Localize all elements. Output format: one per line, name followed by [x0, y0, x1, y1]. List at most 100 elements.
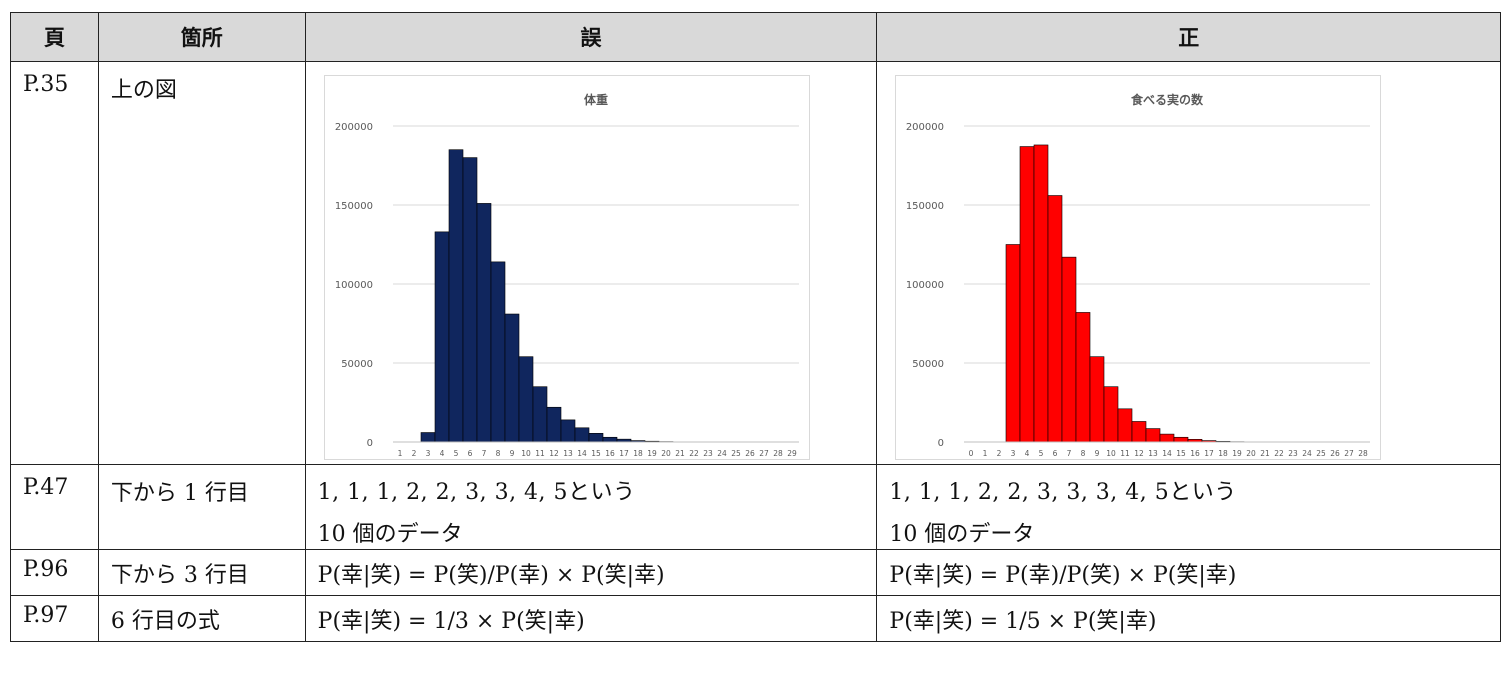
x-tick-label: 18: [633, 449, 643, 458]
page-number: P.35: [23, 72, 69, 97]
y-tick-label: 100000: [334, 280, 372, 291]
x-tick-label: 26: [745, 449, 755, 458]
x-tick-label: 19: [647, 449, 657, 458]
right-cell: P(幸|笑) = P(幸)/P(笑) × P(笑|幸): [876, 549, 1501, 596]
x-tick-label: 4: [439, 449, 444, 458]
chart-title: 体重: [584, 92, 608, 107]
table-row: P.35 上の図 体重 0 50000 100000 150000 200000 1 2 3 4 5…: [10, 61, 1501, 465]
histogram-bar: [1160, 433, 1175, 443]
location-text: 下から 1 行目: [110, 481, 249, 506]
x-tick-label: 5: [453, 449, 458, 458]
y-tick-label: 150000: [334, 201, 372, 212]
x-tick-label: 14: [1163, 449, 1173, 458]
x-tick-label: 3: [425, 449, 430, 458]
header-location: 箇所: [97, 12, 306, 62]
x-tick-label: 15: [1177, 449, 1187, 458]
x-tick-label: 10: [1107, 449, 1117, 458]
wrong-text-line1: 1, 1, 1, 2, 2, 3, 3, 4, 5という: [317, 480, 636, 505]
wrong-chart: 体重 0 50000 100000 150000 200000 1 2 3 4 5 6 7 8 9 10 11 1…: [323, 75, 810, 460]
histogram-bar: [1034, 144, 1049, 443]
x-tick-label: 0: [969, 449, 974, 458]
wrong-cell: 体重 0 50000 100000 150000 200000 1 2 3 4 5 6 7 8 9 10 11 1…: [304, 61, 878, 465]
histogram-bar: [1090, 356, 1105, 443]
x-tick-label: 2: [997, 449, 1002, 458]
y-tick-label: 200000: [906, 122, 944, 133]
x-tick-label: 29: [787, 449, 797, 458]
histogram-bar: [574, 427, 589, 443]
right-formula: P(幸|笑) = P(幸)/P(笑) × P(笑|幸): [889, 563, 1237, 588]
right-cell: 1, 1, 1, 2, 2, 3, 3, 3, 4, 5という 10 個のデータ: [876, 464, 1501, 550]
location-cell: 6 行目の式: [97, 595, 306, 642]
wrong-cell: P(幸|笑) = P(笑)/P(幸) × P(笑|幸): [304, 549, 878, 596]
x-tick-label: 17: [619, 449, 629, 458]
x-tick-label: 9: [1095, 449, 1100, 458]
histogram-bar: [504, 313, 519, 443]
x-tick-label: 1: [397, 449, 402, 458]
histogram-bar: [1104, 386, 1119, 443]
x-tick-label: 16: [605, 449, 615, 458]
page-number: P.96: [23, 557, 69, 582]
histogram-bar: [518, 356, 533, 443]
histogram-bar: [1174, 436, 1189, 443]
x-tick-label: 13: [1149, 449, 1159, 458]
x-tick-label: 28: [1359, 449, 1369, 458]
right-text-line2: 10 個のデータ: [889, 522, 1035, 547]
header-row: 頁 箇所 誤 正: [10, 12, 1501, 62]
y-tick-label: 0: [366, 438, 372, 449]
histogram-bar: [1020, 146, 1035, 443]
y-tick-label: 200000: [334, 122, 372, 133]
histogram-bar: [1062, 256, 1077, 443]
x-tick-label: 7: [1067, 449, 1072, 458]
x-tick-label: 11: [1121, 449, 1131, 458]
y-tick-label: 50000: [341, 359, 373, 370]
x-tick-label: 11: [535, 449, 545, 458]
histogram-bar: [434, 231, 449, 443]
table-row: P.97 6 行目の式 P(幸|笑) = 1/3 × P(笑|幸) P(幸|笑)…: [10, 595, 1501, 642]
x-tick-label: 23: [703, 449, 713, 458]
location-cell: 上の図: [97, 61, 306, 465]
x-tick-label: 12: [549, 449, 559, 458]
histogram-bar: [532, 386, 547, 443]
right-cell: 食べる実の数 0 50000 100000 150000 200000 0 1 2 3 4 5 6 7 8 9…: [876, 61, 1501, 465]
wrong-formula: P(幸|笑) = P(笑)/P(幸) × P(笑|幸): [317, 563, 665, 588]
x-tick-label: 9: [509, 449, 514, 458]
errata-table: 頁 箇所 誤 正 P.35 上の図 体重 0 50000 100000 150000 20…: [10, 12, 1501, 642]
histogram-bar: [1118, 408, 1133, 443]
histogram-bar: [476, 203, 491, 443]
wrong-cell: 1, 1, 1, 2, 2, 3, 3, 4, 5という 10 個のデータ: [304, 464, 878, 550]
wrong-cell: P(幸|笑) = 1/3 × P(笑|幸): [304, 595, 878, 642]
wrong-text-line2: 10 個のデータ: [317, 522, 463, 547]
histogram-bar: [1048, 195, 1063, 443]
x-tick-label: 5: [1039, 449, 1044, 458]
y-tick-label: 100000: [906, 280, 944, 291]
header-right: 正: [876, 12, 1501, 62]
x-tick-label: 10: [521, 449, 531, 458]
y-tick-label: 150000: [906, 201, 944, 212]
location-cell: 下から 3 行目: [97, 549, 306, 596]
x-tick-label: 19: [1233, 449, 1243, 458]
header-page: 頁: [10, 12, 99, 62]
histogram-bar: [560, 419, 575, 443]
x-tick-label: 28: [773, 449, 783, 458]
x-tick-label: 18: [1219, 449, 1229, 458]
x-tick-label: 14: [577, 449, 587, 458]
x-tick-label: 27: [759, 449, 769, 458]
histogram-bar: [1006, 244, 1021, 443]
histogram-bar: [420, 432, 435, 443]
right-chart: 食べる実の数 0 50000 100000 150000 200000 0 1 2 3 4 5 6 7 8 9…: [895, 75, 1382, 460]
histogram-bar: [1076, 312, 1091, 443]
histogram-bar: [546, 406, 561, 443]
x-tick-label: 21: [1261, 449, 1271, 458]
table-row: P.47 下から 1 行目 1, 1, 1, 2, 2, 3, 3, 4, 5と…: [10, 464, 1501, 550]
page-cell: P.97: [10, 595, 99, 642]
histogram-bar: [1132, 421, 1147, 443]
histogram-bar: [588, 433, 603, 443]
location-text: 6 行目の式: [110, 609, 220, 634]
x-tick-label: 16: [1191, 449, 1201, 458]
x-tick-label: 20: [661, 449, 671, 458]
page-number: P.97: [23, 603, 69, 628]
x-tick-label: 24: [1303, 449, 1313, 458]
y-tick-label: 0: [938, 438, 944, 449]
